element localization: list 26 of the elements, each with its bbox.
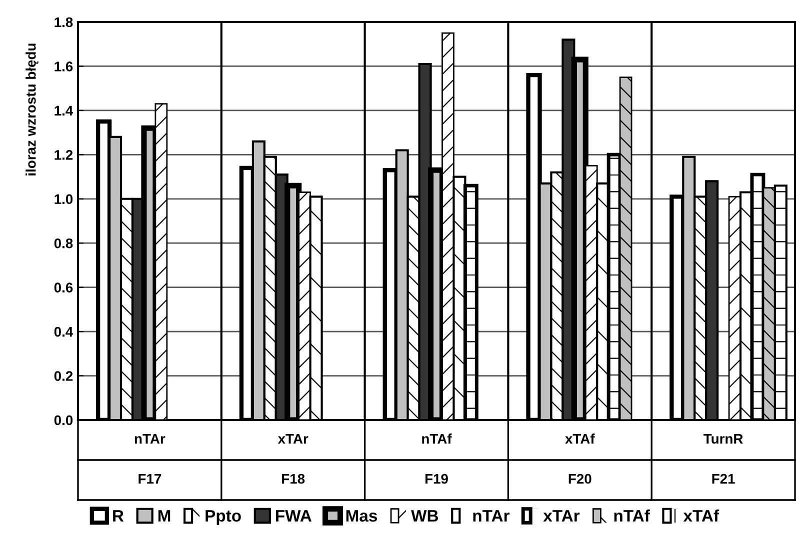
legend-label: nTAf: [614, 509, 650, 522]
legend-label: xTAf: [683, 509, 720, 522]
y-tick-label: 1.0: [54, 194, 73, 204]
legend-label: Ppto: [206, 510, 241, 525]
category-label: nTAr F17: [134, 434, 166, 484]
legend-label: Mas: [346, 510, 378, 522]
y-tick-label: 1.4: [54, 106, 74, 116]
legend-label: FWA: [276, 510, 312, 522]
y-tick-label: 0.2: [54, 371, 73, 381]
y-tick-label: 0.0: [54, 415, 73, 426]
legend-label: xTAr: [543, 510, 580, 522]
category-label: TurnR F21: [704, 434, 743, 484]
category-label: xTAf F20: [565, 434, 595, 484]
category-label: xTAr F18: [278, 434, 308, 484]
legend-label: nTAr: [473, 510, 510, 522]
y-tick-label: 0.8: [54, 238, 73, 248]
y-tick-label: 1.8: [54, 17, 73, 28]
y-tick-label: 0.6: [54, 282, 73, 293]
legend-label: WB: [411, 510, 438, 522]
y-tick-label: 1.2: [54, 150, 73, 160]
y-tick-label: 0.4: [54, 326, 74, 337]
category-label: nTAf F19: [422, 434, 452, 484]
y-axis-title: iloraz wzrostu błędu: [26, 44, 38, 176]
legend-label: M: [158, 510, 170, 522]
legend-label: R: [113, 510, 124, 522]
y-tick-label: 1.6: [54, 62, 73, 72]
